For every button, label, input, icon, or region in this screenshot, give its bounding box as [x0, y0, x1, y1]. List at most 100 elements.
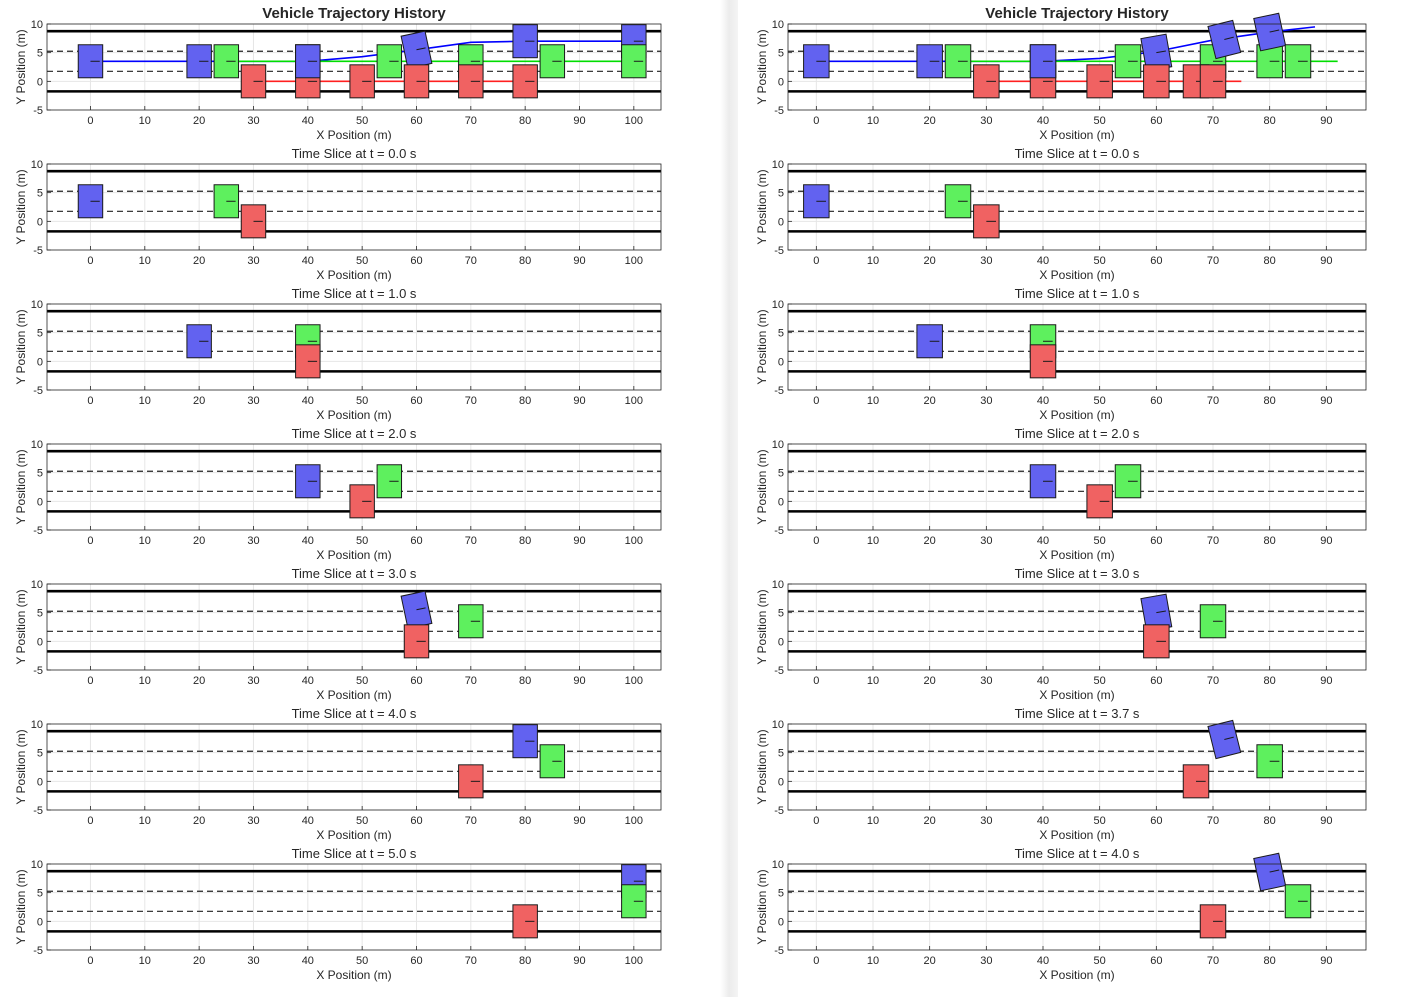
y-tick-label: 0	[37, 356, 43, 368]
x-tick-label: 50	[356, 815, 368, 827]
vehicle-red	[973, 64, 1000, 99]
y-tick-label: -5	[33, 105, 43, 117]
x-tick-label: 20	[193, 815, 205, 827]
x-tick-label: 10	[867, 115, 879, 127]
x-tick-label: 80	[1264, 955, 1276, 967]
vehicle-blue	[295, 44, 321, 79]
x-tick-label: 70	[465, 955, 477, 967]
vehicle-blue	[77, 184, 104, 219]
y-tick-label: 10	[772, 299, 784, 311]
y-axis-label: Y Position (m)	[755, 309, 769, 384]
axes-box	[787, 163, 1367, 251]
y-axis-label: Y Position (m)	[14, 869, 28, 944]
subplot-5: 0 10 20 30 40 50 60 70 80 90 -5 0 5 10 X Position (m) Y…	[755, 706, 1367, 842]
axes-box	[46, 443, 662, 531]
x-axis-label: X Position (m)	[316, 548, 391, 562]
vehicle-blue-body	[1029, 44, 1057, 79]
vehicle-green	[539, 44, 566, 79]
x-axis-label: X Position (m)	[316, 128, 391, 142]
x-tick-label: 40	[302, 815, 314, 827]
y-axis-label: Y Position (m)	[755, 589, 769, 664]
x-tick-label: 90	[1320, 115, 1332, 127]
x-tick-label: 0	[87, 815, 93, 827]
y-tick-label: -5	[33, 385, 43, 397]
y-tick-label: 0	[778, 776, 784, 788]
x-axis-label: X Position (m)	[1039, 128, 1114, 142]
x-tick-label: 40	[302, 395, 314, 407]
vehicle-green	[1114, 464, 1142, 499]
vehicle-red	[458, 64, 484, 99]
vehicle-red	[1029, 344, 1057, 379]
y-tick-label: 0	[778, 916, 784, 928]
x-tick-label: 50	[356, 535, 368, 547]
vehicle-red	[1143, 64, 1170, 99]
x-tick-label: 20	[193, 955, 205, 967]
plot-area	[788, 164, 1366, 250]
vehicle-green	[539, 744, 566, 779]
x-tick-label: 0	[813, 255, 819, 267]
axes-box	[46, 863, 662, 951]
y-axis-label: Y Position (m)	[14, 449, 28, 524]
x-tick-label: 70	[1207, 395, 1219, 407]
vehicle-blue	[916, 44, 943, 79]
x-tick-label: 70	[465, 535, 477, 547]
vehicle-green	[376, 44, 403, 79]
plot-area	[788, 444, 1366, 530]
x-tick-label: 60	[410, 535, 422, 547]
x-tick-label: 30	[247, 255, 259, 267]
vehicle-blue-heading-marker	[1224, 36, 1234, 40]
y-tick-label: -5	[33, 945, 43, 957]
x-tick-label: 0	[87, 535, 93, 547]
y-tick-label: 0	[778, 76, 784, 88]
vehicle-blue	[1029, 464, 1057, 499]
x-tick-label: 40	[1037, 815, 1049, 827]
x-tick-label: 20	[924, 535, 936, 547]
subplot-3: 0 10 20 30 40 50 60 70 80 90 100 -5 0 5 10 X Position (…	[14, 426, 662, 562]
y-tick-label: 0	[37, 776, 43, 788]
plot-area	[47, 164, 661, 250]
vehicle-blue-heading-marker	[416, 47, 426, 51]
y-tick-label: 10	[31, 719, 43, 731]
vehicle-red	[512, 64, 538, 99]
x-axis-label: X Position (m)	[316, 408, 391, 422]
x-tick-label: 70	[465, 395, 477, 407]
x-tick-label: 90	[1320, 675, 1332, 687]
x-tick-label: 50	[1094, 955, 1106, 967]
y-tick-label: 0	[37, 76, 43, 88]
x-tick-label: 20	[193, 535, 205, 547]
x-tick-label: 90	[1320, 815, 1332, 827]
x-tick-label: 30	[247, 535, 259, 547]
x-axis-label: X Position (m)	[1039, 408, 1114, 422]
y-axis-label: Y Position (m)	[14, 729, 28, 804]
vehicle-green	[458, 604, 484, 639]
axes-box	[46, 163, 662, 251]
vehicle-blue-heading-marker	[1224, 736, 1234, 740]
x-tick-label: 40	[1037, 675, 1049, 687]
x-tick-label: 0	[813, 395, 819, 407]
y-tick-label: 5	[37, 748, 43, 760]
vehicle-blue-heading-marker	[416, 607, 426, 611]
subplot-title: Time Slice at t = 3.0 s	[1015, 566, 1140, 581]
y-axis-label: Y Position (m)	[755, 169, 769, 244]
x-tick-label: 90	[1320, 535, 1332, 547]
x-tick-label: 60	[410, 255, 422, 267]
left-figure: 0 10 20 30 40 50 60 70 80 90 100 -5 0 5 10 X Position (…	[14, 5, 662, 982]
vehicle-green	[1256, 744, 1283, 779]
x-tick-label: 80	[519, 395, 531, 407]
y-tick-label: 5	[778, 48, 784, 60]
y-tick-label: 0	[37, 216, 43, 228]
x-tick-label: 40	[302, 115, 314, 127]
x-tick-label: 10	[867, 815, 879, 827]
right-figure: 0 10 20 30 40 50 60 70 80 90 -5 0 5 10 X Position (m) Y…	[738, 0, 1410, 997]
subplot-title: Time Slice at t = 4.0 s	[292, 706, 417, 721]
x-tick-label: 10	[139, 535, 151, 547]
x-tick-label: 60	[1150, 255, 1162, 267]
subplot-title: Time Slice at t = 1.0 s	[292, 286, 417, 301]
x-tick-label: 40	[302, 255, 314, 267]
x-tick-label: 90	[573, 255, 585, 267]
axes-box	[787, 443, 1367, 531]
vehicle-blue	[77, 44, 104, 79]
x-tick-label: 90	[1320, 255, 1332, 267]
y-tick-label: 10	[31, 159, 43, 171]
x-tick-label: 40	[302, 675, 314, 687]
